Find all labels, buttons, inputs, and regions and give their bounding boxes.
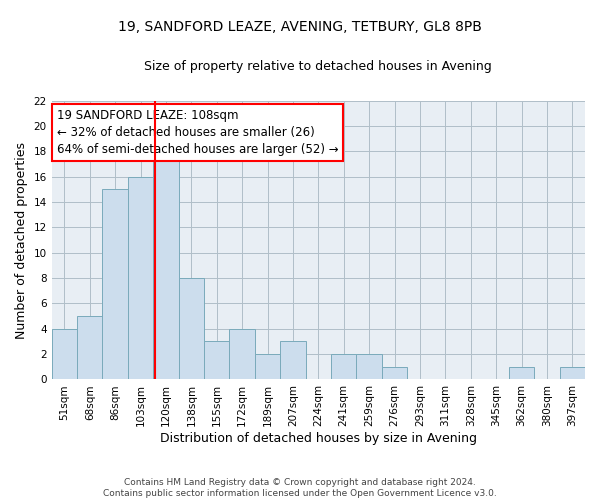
Y-axis label: Number of detached properties: Number of detached properties	[15, 142, 28, 338]
Text: Contains HM Land Registry data © Crown copyright and database right 2024.
Contai: Contains HM Land Registry data © Crown c…	[103, 478, 497, 498]
Bar	[128, 176, 153, 380]
Bar	[204, 342, 229, 380]
Text: 19 SANDFORD LEAZE: 108sqm
← 32% of detached houses are smaller (26)
64% of semi-: 19 SANDFORD LEAZE: 108sqm ← 32% of detac…	[57, 109, 338, 156]
Bar	[52, 328, 77, 380]
Bar	[153, 138, 179, 380]
X-axis label: Distribution of detached houses by size in Avening: Distribution of detached houses by size …	[160, 432, 477, 445]
Bar	[560, 367, 585, 380]
Bar	[382, 367, 407, 380]
Bar	[356, 354, 382, 380]
Text: 19, SANDFORD LEAZE, AVENING, TETBURY, GL8 8PB: 19, SANDFORD LEAZE, AVENING, TETBURY, GL…	[118, 20, 482, 34]
Bar	[331, 354, 356, 380]
Bar	[509, 367, 534, 380]
Bar	[280, 342, 305, 380]
Title: Size of property relative to detached houses in Avening: Size of property relative to detached ho…	[145, 60, 492, 73]
Bar	[179, 278, 204, 380]
Bar	[77, 316, 103, 380]
Bar	[255, 354, 280, 380]
Bar	[229, 328, 255, 380]
Bar	[103, 190, 128, 380]
